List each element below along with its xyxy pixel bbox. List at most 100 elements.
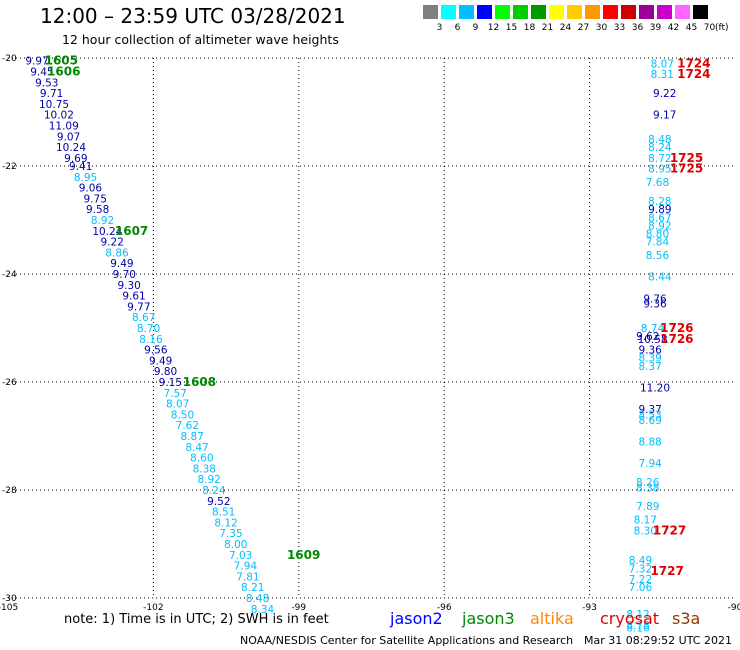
swh-value-east: 8.49 (629, 555, 652, 567)
lon-tick-label: -93 (582, 603, 597, 613)
swh-value-west: 9.70 (113, 269, 136, 281)
swh-value-east: 8.69 (638, 415, 661, 427)
swh-value-west: 9.69 (64, 153, 87, 165)
pass-time-label: 1608 (183, 375, 216, 389)
lat-tick-label: -20 (2, 54, 17, 64)
swh-value-east: 8.26 (636, 477, 660, 489)
scale-label: 27 (577, 23, 590, 33)
swh-value-east: 8.95 (648, 164, 671, 176)
lon-tick-label: -102 (143, 603, 163, 613)
swh-value-east: 8.39 (638, 353, 661, 365)
lon-tick-label: -96 (437, 603, 452, 613)
swh-value-west: 8.07 (166, 399, 189, 411)
scale-label: 21 (541, 23, 554, 33)
swh-value-east: 7.89 (636, 501, 659, 513)
swh-value-west: 8.92 (197, 474, 220, 486)
pass-time-label: 1607 (115, 224, 148, 238)
lat-tick-label: -30 (2, 594, 17, 604)
swh-value-east: 8.07 (651, 58, 674, 70)
swh-value-east: 8.67 (648, 212, 671, 224)
legend-cryosat: cryosat (600, 609, 660, 628)
swh-value-east: 8.44 (648, 272, 672, 284)
scale-swatch (567, 5, 582, 19)
swh-value-west: 9.71 (40, 88, 63, 100)
swh-value-east: 8.16 (626, 623, 650, 635)
pass-time-label: 1725 (670, 162, 703, 176)
scale-swatch (585, 5, 600, 19)
swh-value-east: 7.06 (629, 582, 653, 594)
swh-value-west: 8.50 (171, 409, 194, 421)
swh-value-west: 8.67 (132, 312, 155, 324)
swh-value-east: 8.80 (646, 229, 669, 241)
scale-label: 24 (559, 23, 572, 33)
swh-value-west: 7.35 (219, 528, 242, 540)
scale-label: 45 (685, 23, 698, 33)
swh-value-west: 7.81 (236, 571, 259, 583)
scale-swatch (639, 5, 654, 19)
scale-label: 33 (613, 23, 626, 33)
swh-value-west: 9.07 (57, 131, 80, 143)
swh-value-east: 7.68 (646, 177, 669, 189)
scale-label: 12 (487, 23, 500, 33)
swh-value-west: 9.06 (79, 183, 103, 195)
swh-value-east: 8.78 (626, 620, 649, 632)
swh-value-east: 8.37 (638, 361, 661, 373)
pass-time-label: 1605 (45, 54, 78, 68)
swh-value-west: 8.47 (185, 442, 208, 454)
scale-swatch (423, 5, 438, 19)
lon-tick-label: -99 (291, 603, 306, 613)
credit-line: NOAA/NESDIS Center for Satellite Applica… (240, 634, 574, 647)
swh-value-west: 9.75 (84, 193, 107, 205)
swh-value-east: 9.22 (653, 88, 676, 100)
swh-value-west: 10.24 (92, 226, 122, 238)
swh-value-east: 8.38 (636, 482, 659, 494)
scale-swatch (693, 5, 708, 19)
swh-value-west: 8.92 (91, 215, 114, 227)
swh-value-east: 8.56 (646, 250, 670, 262)
swh-value-west: 8.95 (74, 172, 97, 184)
swh-value-west: 10.75 (39, 99, 69, 111)
lon-tick-label: -105 (0, 603, 18, 613)
swh-value-west: 8.24 (202, 485, 226, 497)
swh-value-east: 8.72 (648, 153, 671, 165)
swh-value-west: 9.41 (69, 161, 92, 173)
scale-swatch (621, 5, 636, 19)
swh-value-east: 10.58 (638, 334, 668, 346)
scale-label: 15 (505, 23, 518, 33)
scale-unit: (ft) (715, 23, 729, 33)
swh-value-east: 9.37 (638, 404, 661, 416)
scale-label: 30 (595, 23, 608, 33)
swh-value-east: 8.24 (648, 142, 672, 154)
pass-time-label: 1727 (650, 564, 683, 578)
lat-tick-label: -26 (2, 378, 17, 388)
lat-tick-label: -28 (2, 486, 17, 496)
swh-value-west: 8.00 (224, 539, 247, 551)
swh-value-west: 7.57 (164, 388, 187, 400)
pass-time-label: 1726 (660, 332, 693, 346)
swh-value-east: 8.92 (648, 220, 671, 232)
generated-timestamp: Mar 31 08:29:52 UTC 2021 (584, 634, 732, 647)
swh-value-west: 9.49 (149, 355, 172, 367)
swh-value-west: 8.48 (246, 593, 269, 605)
swh-value-west: 8.60 (190, 453, 213, 465)
swh-value-east: 9.17 (653, 110, 676, 122)
swh-value-east: 8.30 (634, 526, 657, 538)
pass-time-label: 1724 (677, 67, 710, 81)
swh-value-west: 7.03 (229, 550, 252, 562)
swh-value-east: 7.94 (638, 458, 662, 470)
swh-value-east: 7.22 (629, 574, 652, 586)
legend-jason3: jason3 (462, 609, 515, 628)
swh-value-east: 7.32 (629, 563, 652, 575)
swh-value-east: 9.89 (648, 204, 671, 216)
lon-tick-label: -90 (728, 603, 740, 613)
scale-swatch (513, 5, 528, 19)
swh-value-west: 8.12 (214, 517, 237, 529)
swh-value-west: 9.61 (122, 291, 145, 303)
page-title: 12:00 – 23:59 UTC 03/28/2021 (40, 4, 346, 28)
swh-value-east: 8.48 (648, 134, 671, 146)
scale-swatch (603, 5, 618, 19)
swh-value-west: 10.24 (56, 142, 86, 154)
swh-value-east: 9.36 (643, 299, 667, 311)
swh-value-west: 8.16 (139, 334, 163, 346)
